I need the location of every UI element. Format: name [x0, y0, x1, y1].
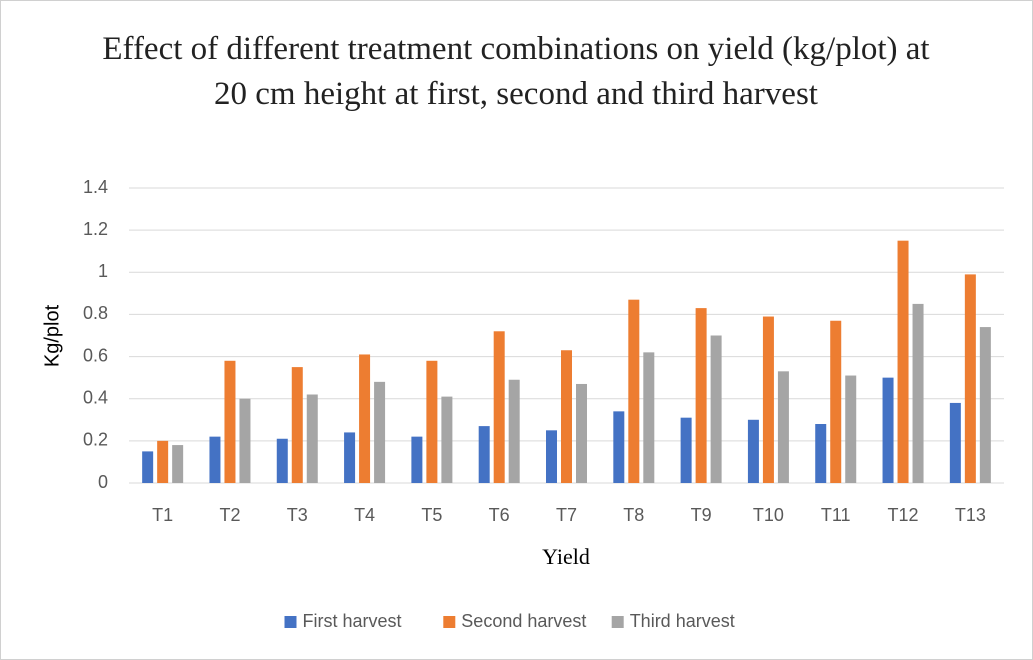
- x-tick-label: T2: [219, 505, 240, 525]
- x-tick-label: T3: [287, 505, 308, 525]
- bar: [561, 350, 572, 483]
- bar: [142, 451, 154, 483]
- legend-swatch: [443, 616, 456, 628]
- bar: [411, 436, 423, 483]
- bar: [964, 274, 976, 483]
- x-tick-label: T9: [691, 505, 712, 525]
- bar: [172, 445, 184, 483]
- x-tick-label: T7: [556, 505, 577, 525]
- bar: [508, 379, 520, 483]
- bar: [777, 371, 789, 483]
- legend-label: Second harvest: [461, 611, 586, 631]
- y-tick-label: 1.4: [83, 177, 108, 197]
- bar: [643, 352, 655, 483]
- bar: [979, 327, 991, 483]
- bar: [374, 381, 386, 483]
- legend-swatch: [284, 616, 297, 628]
- chart-title: Effect of different treatment combinatio…: [102, 31, 930, 112]
- y-tick-label: 0.8: [83, 303, 108, 323]
- bar: [762, 316, 774, 483]
- bar: [882, 377, 894, 483]
- x-tick-label: T13: [955, 505, 986, 525]
- x-tick-label: T8: [623, 505, 644, 525]
- y-tick-label: 0.4: [83, 387, 108, 407]
- bar: [224, 360, 236, 483]
- bar: [680, 417, 692, 483]
- x-axis-label: Yield: [542, 544, 590, 569]
- y-tick-label: 1.2: [83, 219, 108, 239]
- bar: [209, 436, 221, 483]
- bar: [291, 367, 303, 483]
- x-tick-label: T10: [753, 505, 784, 525]
- legend-swatch: [611, 616, 624, 628]
- y-tick-label: 0.2: [83, 430, 108, 450]
- legend-label: First harvest: [303, 611, 402, 631]
- bar: [613, 411, 625, 483]
- bar: [710, 335, 722, 483]
- bar: [949, 402, 961, 483]
- bar: [276, 438, 288, 483]
- bar: [157, 440, 169, 483]
- x-tick-label: T4: [354, 505, 375, 525]
- bar: [478, 426, 490, 483]
- bar: [239, 398, 251, 483]
- bar: [359, 354, 371, 483]
- x-tick-label: T12: [888, 505, 919, 525]
- bar: [815, 424, 827, 483]
- x-tick-label: T11: [821, 505, 851, 525]
- y-tick-label: 0.6: [83, 345, 108, 365]
- y-tick-label: 0: [98, 472, 108, 492]
- bar: [344, 432, 356, 483]
- bar: [845, 375, 857, 483]
- bar: [912, 303, 924, 483]
- bar: [695, 308, 707, 483]
- x-tick-label: T5: [421, 505, 442, 525]
- bar: [306, 394, 318, 483]
- bar: [628, 299, 640, 483]
- y-tick-label: 1: [98, 261, 108, 281]
- bar: [441, 396, 453, 483]
- x-tick-label: T6: [489, 505, 510, 525]
- bar: [546, 430, 557, 483]
- legend-label: Third harvest: [630, 611, 735, 631]
- bar: [493, 331, 505, 483]
- bar: [426, 360, 438, 483]
- y-axis-label: Kg/plot: [41, 304, 63, 367]
- bar: [830, 320, 842, 483]
- bar: [897, 240, 909, 483]
- bar: [576, 383, 587, 483]
- bar: [747, 419, 759, 483]
- x-tick-label: T1: [152, 505, 173, 525]
